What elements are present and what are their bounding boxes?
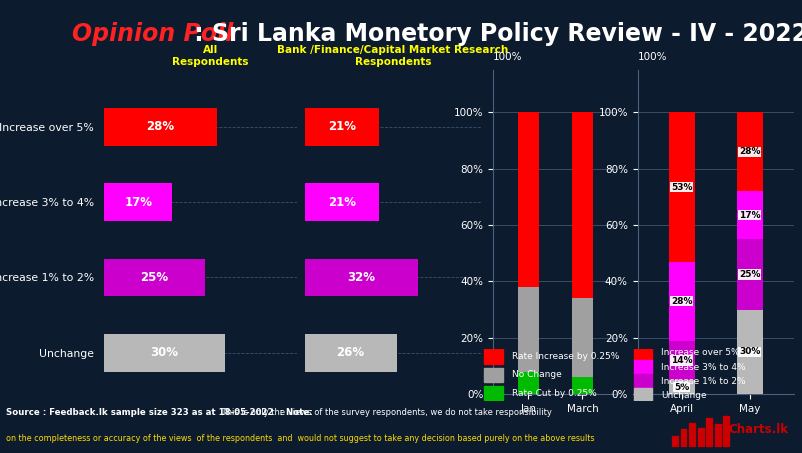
Bar	[689, 423, 695, 446]
Bar	[305, 183, 379, 221]
Bar	[669, 112, 695, 262]
Bar	[634, 360, 652, 374]
Text: 28%: 28%	[739, 147, 760, 156]
Text: 100%: 100%	[493, 53, 523, 63]
Bar	[723, 416, 729, 446]
Text: 28%: 28%	[146, 120, 175, 133]
Bar	[518, 371, 539, 394]
Bar	[634, 346, 652, 360]
Text: Rate Increase by 0.25%: Rate Increase by 0.25%	[512, 352, 619, 361]
Text: All
Respondents: All Respondents	[172, 44, 249, 67]
Text: 32%: 32%	[347, 271, 375, 284]
Text: Bank /Finance/Capital Market Research
Respondents: Bank /Finance/Capital Market Research Re…	[277, 44, 508, 67]
Bar	[715, 424, 721, 446]
Text: Increase 1% to 2%: Increase 1% to 2%	[661, 376, 746, 386]
Text: 5%: 5%	[674, 383, 690, 391]
Bar	[572, 377, 593, 394]
Text: Opinion Poll: Opinion Poll	[71, 22, 233, 46]
Bar	[672, 436, 678, 446]
Text: 17%: 17%	[124, 196, 152, 208]
Text: 17%: 17%	[739, 211, 760, 220]
Text: on the completeness or accuracy of the views  of the respondents  and  would not: on the completeness or accuracy of the v…	[6, 434, 595, 443]
Text: Increase over 5%: Increase over 5%	[661, 348, 739, 357]
Bar	[572, 112, 593, 299]
Text: 30%: 30%	[151, 346, 178, 359]
Text: 14%: 14%	[671, 356, 693, 365]
Text: Unchange: Unchange	[661, 391, 707, 400]
Text: Charts.lk: Charts.lk	[728, 423, 788, 436]
Bar	[737, 239, 763, 309]
Bar	[707, 418, 712, 446]
Text: 25%: 25%	[739, 270, 760, 279]
Text: 21%: 21%	[328, 196, 356, 208]
Bar	[669, 262, 695, 341]
Bar	[104, 259, 205, 296]
Text: Increase 3% to 4%: Increase 3% to 4%	[661, 362, 746, 371]
Bar	[681, 429, 687, 446]
Bar	[737, 191, 763, 239]
Text: Source : Feedback.lk sample size 323 as at 18-05-2022  : Note:: Source : Feedback.lk sample size 323 as …	[6, 408, 313, 417]
Bar	[737, 112, 763, 191]
Text: 26%: 26%	[337, 346, 365, 359]
Bar	[104, 334, 225, 371]
Bar	[305, 108, 379, 145]
Bar	[518, 287, 539, 371]
Text: 25%: 25%	[140, 271, 168, 284]
Bar	[669, 341, 695, 380]
Text: 53%: 53%	[671, 183, 693, 192]
Text: 28%: 28%	[671, 297, 693, 306]
Text: 21%: 21%	[328, 120, 356, 133]
Bar	[669, 380, 695, 394]
Bar	[305, 334, 396, 371]
Text: Rate Cut by 0.25%: Rate Cut by 0.25%	[512, 389, 597, 398]
Bar	[572, 299, 593, 377]
Bar	[104, 108, 217, 145]
Bar	[634, 374, 652, 388]
Bar	[698, 428, 703, 446]
Bar	[737, 309, 763, 394]
Bar	[484, 349, 503, 364]
Text: No Change: No Change	[512, 371, 561, 379]
Bar	[305, 259, 418, 296]
Text: 100%: 100%	[638, 53, 667, 63]
Bar	[518, 112, 539, 287]
Text: 30%: 30%	[739, 347, 760, 357]
Text: This is only the views of the survey respondents, we do not take responsibility: This is only the views of the survey res…	[219, 408, 552, 417]
Bar	[634, 388, 652, 403]
Bar	[104, 183, 172, 221]
Text: : Sri Lanka Monetory Policy Review - IV - 2022: : Sri Lanka Monetory Policy Review - IV …	[186, 22, 802, 46]
Bar	[484, 367, 503, 382]
Bar	[484, 386, 503, 400]
